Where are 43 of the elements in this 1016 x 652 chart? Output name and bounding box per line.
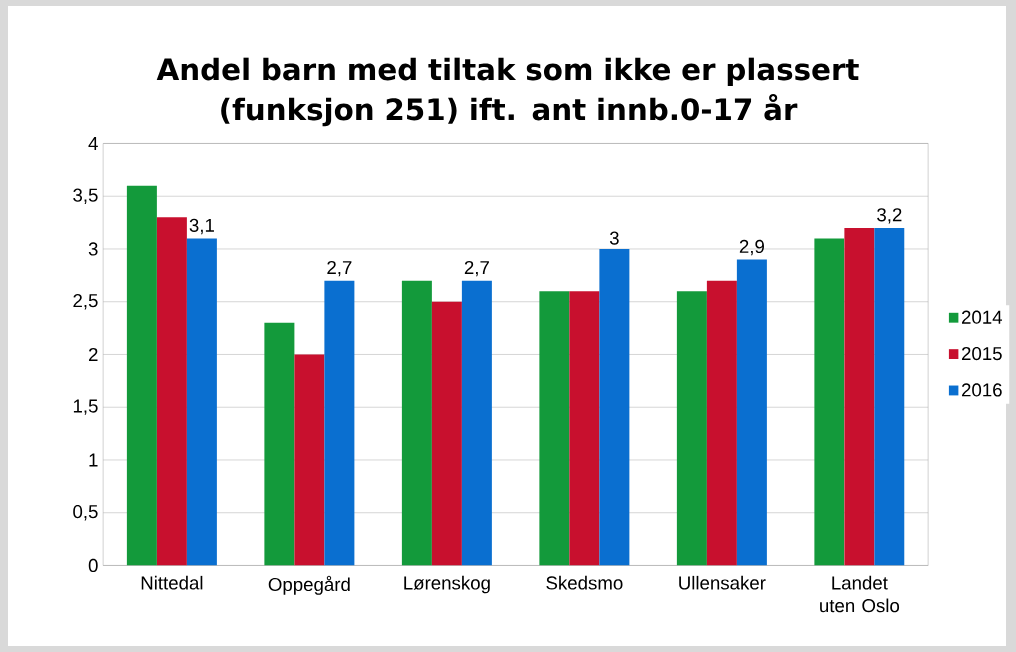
x-tick-label: Skedsmo: [546, 575, 623, 590]
x-tick-label: Lørenskog: [404, 575, 490, 594]
data-label: 3,1: [189, 218, 214, 235]
bar: [126, 185, 157, 566]
legend-label: 2016: [961, 383, 1002, 397]
y-tick-label: 4: [88, 137, 98, 150]
bar: [814, 238, 845, 566]
x-tick-label: Landet uten Oslo: [820, 575, 900, 613]
y-tick-label: 1,5: [73, 399, 98, 415]
x-tick-label: Ullensaker: [679, 575, 766, 590]
y-tick-label: 2,5: [73, 294, 98, 310]
bar: [264, 322, 295, 566]
y-tick-label: 3: [88, 242, 98, 256]
data-label: 3,2: [877, 208, 902, 224]
bar: [874, 227, 905, 566]
bar: [599, 248, 630, 566]
bar: [431, 301, 462, 566]
y-tick-label: 3,5: [73, 188, 98, 204]
bar: [539, 291, 570, 566]
data-label: 2,7: [327, 260, 352, 277]
bar: [186, 238, 217, 566]
bar: [461, 280, 492, 566]
bar: [706, 280, 737, 566]
bar: [324, 280, 355, 566]
legend-label: 2014: [961, 310, 1003, 324]
bar: [569, 291, 600, 566]
bar: [676, 291, 707, 566]
bar: [156, 217, 187, 566]
data-label: 2,7: [464, 260, 489, 277]
y-tick-label: 0: [88, 558, 98, 573]
y-tick-label: 1: [89, 453, 98, 467]
data-label: 2,9: [739, 239, 764, 256]
legend-label: 2015: [961, 346, 1002, 361]
x-tick-label: Oppegård: [268, 575, 350, 595]
bar: [736, 259, 767, 566]
bar: [401, 280, 432, 566]
y-tick-label: 2: [88, 347, 98, 361]
x-tick-label: Nittedal: [141, 575, 203, 590]
data-label: 3: [609, 231, 619, 245]
chart-title: Andel barn med tiltak som ikke er plassert (funksjon 251) ift. ant innb.0-17 år: [156, 57, 859, 127]
bar: [844, 227, 875, 566]
y-tick-label: 0,5: [73, 505, 98, 521]
bar: [294, 354, 325, 566]
